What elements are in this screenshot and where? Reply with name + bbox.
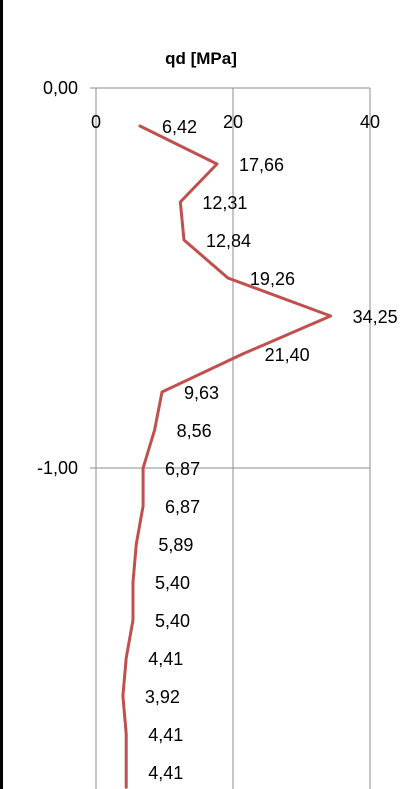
y-tick-label: 0,00 — [43, 78, 78, 98]
series-layer — [121, 124, 333, 789]
series-line — [121, 124, 333, 789]
data-label: 34,25 — [353, 307, 398, 327]
data-label: 6,42 — [162, 117, 197, 137]
data-label: 4,41 — [148, 725, 183, 745]
x-tick-label: 20 — [223, 112, 243, 132]
data-label: 5,40 — [155, 611, 190, 631]
data-label: 12,31 — [202, 193, 247, 213]
data-label: 4,41 — [148, 649, 183, 669]
y-tick-label: -1,00 — [37, 458, 78, 478]
data-label: 19,26 — [250, 269, 295, 289]
data-label: 17,66 — [239, 155, 284, 175]
data-label: 6,87 — [165, 459, 200, 479]
data-label: 8,56 — [177, 421, 212, 441]
x-tick-label: 0 — [91, 112, 101, 132]
data-label: 12,84 — [206, 231, 251, 251]
data-label: 9,63 — [184, 383, 219, 403]
data-label: 21,40 — [265, 345, 310, 365]
data-label: 5,89 — [158, 535, 193, 555]
data-label-layer: 6,42 17,66 12,31 12,84 19,26 34,25 21,40 9,63 8,… — [145, 117, 398, 783]
data-label: 4,41 — [148, 763, 183, 783]
grid-layer — [90, 87, 371, 789]
data-label: 5,40 — [155, 573, 190, 593]
chart-title: qd [MPa] — [165, 49, 237, 68]
data-label: 6,87 — [165, 497, 200, 517]
x-tick-label: 40 — [360, 112, 380, 132]
data-label: 3,92 — [145, 687, 180, 707]
tick-layer: 0 20 40 0,00 -1,00 — [37, 78, 380, 478]
